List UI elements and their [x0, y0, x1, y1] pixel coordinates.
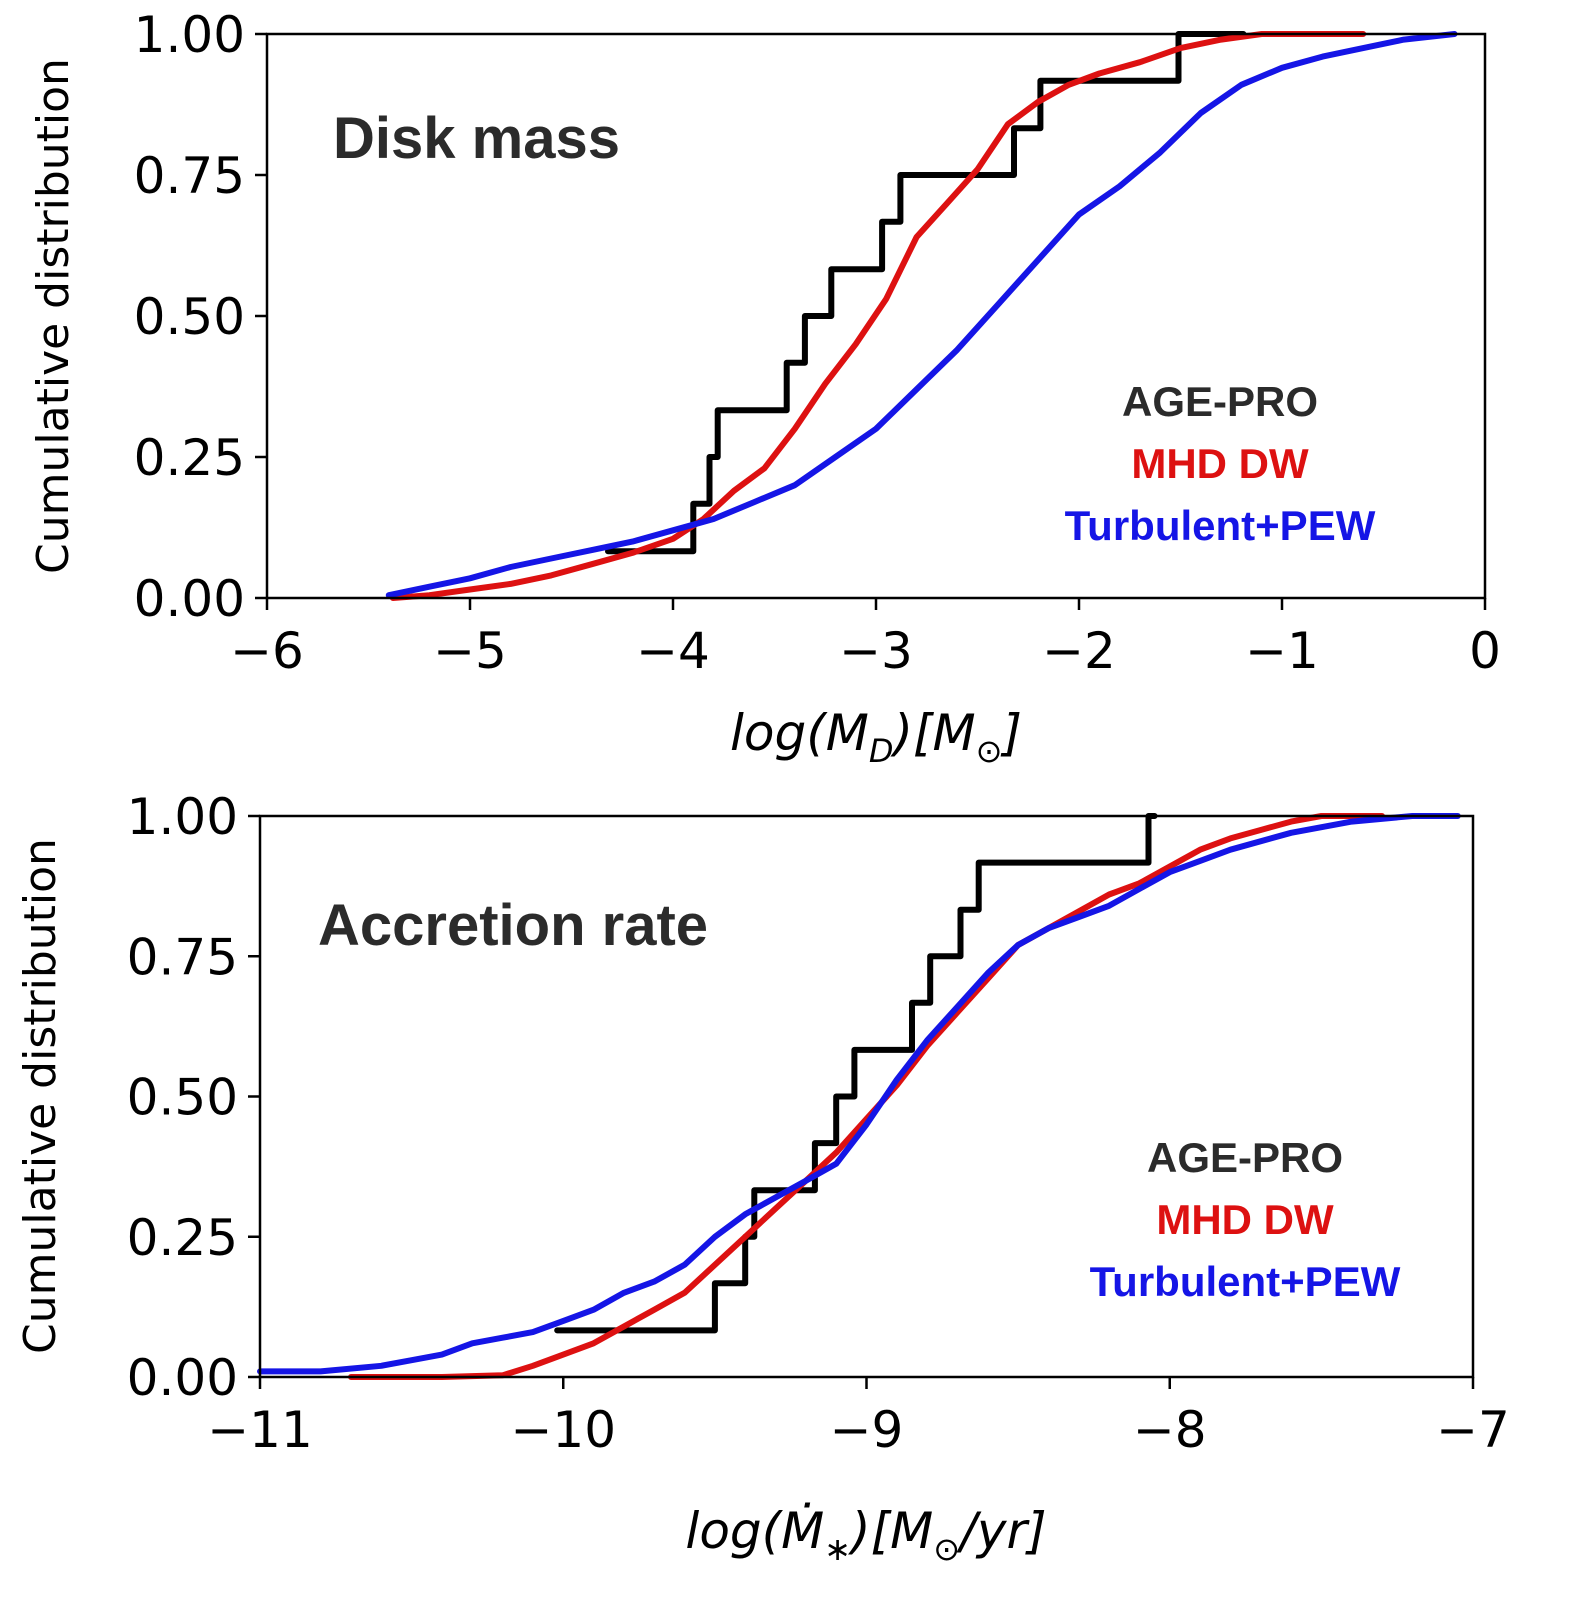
- accretion-rate-ytick-label: 0.75: [127, 928, 238, 986]
- disk-mass-xtick-label: −2: [1042, 622, 1116, 680]
- disk-mass-xtick-label: −6: [230, 622, 304, 680]
- accretion-rate-ticks: −11 −10 −9 −8 −7 0.00 0.25 0.50 0.75 1.00: [127, 788, 1510, 1459]
- disk-mass-series-mhd-dw: [389, 31, 1367, 601]
- disk-mass-legend-turbulent-pew: Turbulent+PEW: [1065, 502, 1376, 549]
- accretion-rate-xtick-label: −10: [510, 1401, 616, 1459]
- accretion-rate-ytick-label: 0.50: [127, 1069, 238, 1127]
- disk-mass-ticks: −6 −5 −4 −3 −2 −1 0 0.00 0.25 0.50 0.75 1.00: [134, 6, 1501, 680]
- disk-mass-panel: −6 −5 −4 −3 −2 −1 0 0.00 0.25 0.50 0.75 1.00 Disk m…: [28, 6, 1501, 770]
- accretion-rate-ytick-label: 0.00: [127, 1349, 238, 1407]
- accretion-rate-xtick-label: −8: [1133, 1401, 1207, 1459]
- disk-mass-ylabel: Cumulative distribution: [28, 58, 79, 574]
- accretion-rate-series-layer: [257, 813, 1461, 1380]
- disk-mass-xtick-label: −3: [839, 622, 913, 680]
- accretion-rate-panel: −11 −10 −9 −8 −7 0.00 0.25 0.50 0.75 1.00 Accreti…: [15, 788, 1510, 1568]
- accretion-rate-xtick-label: −9: [830, 1401, 904, 1459]
- accretion-rate-xtick-label: −11: [207, 1401, 313, 1459]
- disk-mass-legend: AGE-PRO MHD DW Turbulent+PEW: [1065, 378, 1376, 549]
- accretion-rate-legend-mhd-dw: MHD DW: [1156, 1196, 1334, 1243]
- accretion-rate-series-turbulent-pew: [257, 813, 1461, 1375]
- disk-mass-xtick-label: −1: [1245, 622, 1319, 680]
- accretion-rate-ytick-label: 1.00: [127, 788, 238, 846]
- disk-mass-ytick-label: 0.25: [134, 429, 245, 487]
- disk-mass-xtick-label: −4: [636, 622, 710, 680]
- disk-mass-ytick-label: 1.00: [134, 6, 245, 64]
- disk-mass-legend-age-pro: AGE-PRO: [1122, 378, 1318, 425]
- disk-mass-ytick-label: 0.75: [134, 147, 245, 205]
- disk-mass-legend-mhd-dw: MHD DW: [1131, 440, 1309, 487]
- disk-mass-ytick-label: 0.50: [134, 288, 245, 346]
- accretion-rate-ytick-label: 0.25: [127, 1209, 238, 1267]
- accretion-rate-series-mhd-dw: [348, 813, 1385, 1380]
- disk-mass-ytick-label: 0.00: [134, 570, 245, 628]
- disk-mass-xtick-label: −5: [433, 622, 507, 680]
- accretion-rate-xlabel: log(Ṁ∗)[M⊙/yr]: [685, 1502, 1046, 1568]
- accretion-rate-ylabel: Cumulative distribution: [15, 838, 66, 1354]
- disk-mass-series-age-pro: [605, 31, 1247, 555]
- disk-mass-xlabel: log(MD)[M⊙]: [730, 704, 1022, 770]
- disk-mass-series-layer: [385, 31, 1458, 601]
- disk-mass-series-turbulent-pew: [385, 31, 1458, 599]
- accretion-rate-legend: AGE-PRO MHD DW Turbulent+PEW: [1090, 1134, 1401, 1305]
- disk-mass-xtick-label: 0: [1469, 622, 1501, 680]
- accretion-rate-legend-age-pro: AGE-PRO: [1147, 1134, 1343, 1181]
- accretion-rate-legend-turbulent-pew: Turbulent+PEW: [1090, 1258, 1401, 1305]
- accretion-rate-xtick-label: −7: [1436, 1401, 1510, 1459]
- accretion-rate-title: Accretion rate: [318, 893, 708, 958]
- disk-mass-title: Disk mass: [333, 106, 620, 171]
